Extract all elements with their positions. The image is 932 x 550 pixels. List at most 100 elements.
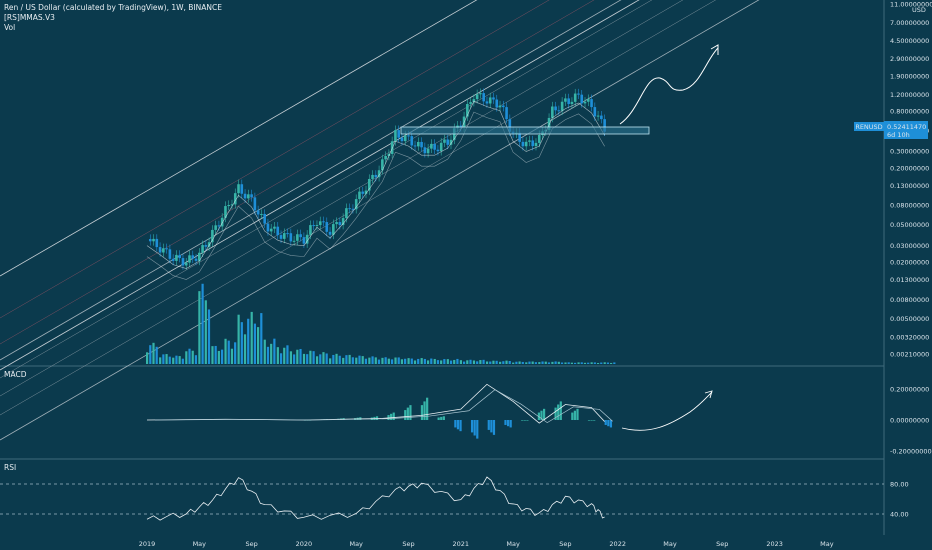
candle-body bbox=[417, 141, 420, 147]
volume-bar bbox=[505, 360, 508, 364]
volume-bar bbox=[211, 346, 214, 364]
candle-body bbox=[400, 137, 404, 142]
volume-bar bbox=[286, 345, 289, 364]
price-tick-label: 1.90000000 bbox=[890, 72, 929, 80]
candle-body bbox=[505, 107, 508, 120]
candle-body bbox=[318, 221, 322, 226]
volume-bar bbox=[152, 342, 155, 364]
rsi-line bbox=[146, 476, 605, 521]
volume-bar bbox=[237, 314, 240, 364]
volume-bar bbox=[348, 354, 351, 364]
volume-bar bbox=[482, 359, 485, 364]
volume-bar bbox=[606, 362, 610, 364]
volume-bar bbox=[508, 360, 511, 364]
volume-bar bbox=[404, 358, 407, 364]
volume-bar bbox=[266, 346, 270, 364]
volume-bar bbox=[345, 355, 348, 364]
volume-bar bbox=[410, 358, 413, 364]
candle-body bbox=[534, 142, 538, 147]
volume-bar bbox=[358, 355, 361, 364]
candle-body bbox=[603, 119, 606, 132]
candle-body bbox=[498, 105, 502, 108]
price-tick-label: 1.20000000 bbox=[890, 91, 929, 99]
macd-histogram-bar bbox=[473, 420, 476, 436]
candle-body bbox=[600, 115, 603, 120]
time-tick-label: May bbox=[663, 540, 677, 548]
price-tick-label: 0.00500000 bbox=[890, 315, 929, 323]
volume-bars bbox=[146, 283, 616, 364]
volume-bar bbox=[253, 323, 256, 364]
volume-bar bbox=[521, 361, 524, 364]
macd-histogram-bar bbox=[607, 420, 610, 427]
volume-bar bbox=[449, 360, 453, 364]
volume-bar bbox=[407, 358, 410, 364]
macd-histogram-bar bbox=[423, 401, 426, 420]
channel-mid-line bbox=[0, 0, 550, 319]
time-axis: 2019 May Sep 2020 May Sep 2021 May Sep 2022 May Sep… bbox=[139, 540, 834, 548]
ticker-tag bbox=[854, 122, 884, 131]
candle-body bbox=[420, 141, 423, 148]
time-tick-label: 2022 bbox=[609, 540, 626, 548]
volume-bar bbox=[394, 357, 397, 364]
candle-body bbox=[557, 110, 561, 112]
volume-bar bbox=[165, 354, 168, 364]
volume-bar bbox=[263, 339, 266, 364]
volume-bar bbox=[446, 359, 449, 364]
candle-body bbox=[459, 125, 463, 128]
price-tick-label: 7.00000000 bbox=[890, 19, 929, 27]
volume-bar bbox=[296, 349, 299, 364]
volume-bar bbox=[377, 359, 381, 364]
volume-bar bbox=[613, 362, 616, 364]
volume-bar bbox=[194, 355, 198, 364]
candle-body bbox=[332, 224, 335, 235]
volume-bar bbox=[587, 362, 590, 364]
volume-bar bbox=[551, 361, 554, 364]
volume-bar bbox=[577, 362, 580, 364]
macd-histogram-bar bbox=[526, 420, 529, 421]
candle-body bbox=[593, 107, 597, 117]
candle-body bbox=[266, 223, 270, 232]
macd-histogram-bar bbox=[375, 416, 379, 420]
price-tick-label: 0.30000000 bbox=[890, 148, 929, 156]
candle-body bbox=[276, 226, 280, 236]
time-tick-label: Sep bbox=[402, 540, 414, 548]
volume-bar bbox=[276, 347, 279, 364]
volume-label: Vol bbox=[4, 23, 16, 32]
volume-bar bbox=[279, 353, 283, 364]
ascending-channel bbox=[0, 0, 760, 441]
candle-body bbox=[211, 229, 214, 243]
candle-body bbox=[263, 213, 266, 224]
candle-body bbox=[528, 140, 531, 142]
volume-bar bbox=[155, 346, 158, 364]
candle-body bbox=[475, 94, 479, 100]
volume-bar bbox=[178, 356, 181, 364]
volume-bar bbox=[390, 359, 394, 364]
bar-countdown: 6d 10h bbox=[887, 131, 910, 139]
macd-histogram-bar bbox=[593, 420, 596, 421]
price-projection bbox=[619, 44, 719, 125]
candle-body bbox=[158, 247, 162, 253]
macd-histogram-bar bbox=[576, 408, 579, 420]
volume-bar bbox=[610, 362, 613, 364]
moving-average-line bbox=[146, 100, 605, 269]
support-zone-box[interactable] bbox=[400, 126, 650, 135]
time-tick-label: 2019 bbox=[139, 540, 156, 548]
rsi-axis: 80.00 40.00 bbox=[890, 481, 909, 519]
volume-bar bbox=[220, 349, 224, 364]
candle-body bbox=[524, 141, 528, 147]
candle-body bbox=[198, 252, 201, 261]
candle-body bbox=[273, 226, 276, 229]
volume-bar bbox=[547, 362, 551, 364]
macd-histogram-bar bbox=[409, 405, 412, 420]
candle-body bbox=[279, 235, 283, 239]
macd-histogram-bar bbox=[509, 420, 512, 428]
macd-histogram-bar bbox=[406, 407, 409, 420]
volume-bar bbox=[538, 362, 541, 364]
candle-body bbox=[214, 225, 217, 230]
candle-body bbox=[485, 101, 489, 104]
volume-bar bbox=[361, 356, 364, 364]
volume-bar bbox=[240, 322, 243, 364]
volume-bar bbox=[433, 358, 436, 364]
macd-histogram-bar bbox=[573, 410, 577, 420]
